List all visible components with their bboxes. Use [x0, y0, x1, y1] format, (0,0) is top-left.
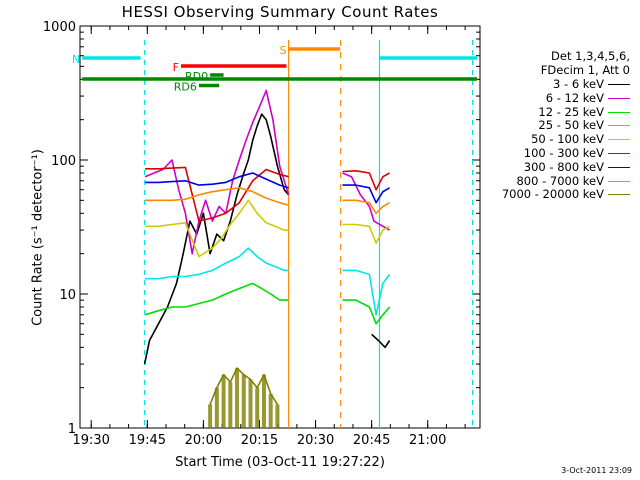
legend-entry-label: 800 - 7000 keV: [516, 173, 604, 188]
legend-entry: 300 - 800 keV: [482, 160, 630, 174]
spike-bar: [268, 393, 273, 428]
legend-entry-label: 7000 - 20000 keV: [501, 187, 604, 202]
series-line: [145, 199, 289, 258]
series-line: [342, 199, 390, 215]
legend-entry: 50 - 100 keV: [482, 133, 630, 147]
series-layer: [143, 89, 391, 428]
legend-header-line-1: Det 1,3,4,5,6,: [551, 49, 630, 64]
series-line: [342, 269, 391, 316]
legend-swatch: [608, 180, 630, 182]
legend-entry-label: 3 - 6 keV: [553, 76, 604, 91]
series-line: [143, 113, 290, 365]
spike-bar: [228, 382, 233, 428]
spike-bar: [241, 374, 246, 428]
spike-bar: [261, 374, 266, 428]
spike-bar: [275, 404, 280, 428]
legend-entry-label: 25 - 50 keV: [538, 118, 604, 133]
x-tick-label: 20:45: [353, 433, 390, 448]
series-line: [342, 299, 391, 325]
y-tick-label: 10: [59, 288, 76, 303]
legend-entry: 800 - 7000 keV: [482, 174, 630, 188]
y-tick-label: 100: [51, 154, 76, 169]
legend-swatch: [608, 125, 630, 127]
legend-entry-label: 6 - 12 keV: [545, 90, 604, 105]
legend: Det 1,3,4,5,6, FDecim 1, Att 0 3 - 6 keV…: [482, 50, 630, 202]
spike-bar: [208, 404, 213, 428]
legend-entry: 7000 - 20000 keV: [482, 188, 630, 202]
flag-label: F: [173, 61, 179, 74]
legend-swatch: [608, 139, 630, 141]
flag-label: RD6: [174, 81, 197, 94]
legend-swatch: [608, 111, 630, 113]
chart-title: HESSI Observing Summary Count Rates: [121, 3, 439, 21]
series-line: [144, 89, 290, 255]
series-line: [144, 282, 289, 316]
legend-entry: 6 - 12 keV: [482, 91, 630, 105]
spike-bar: [235, 368, 240, 428]
generated-timestamp: 3-Oct-2011 23:09: [561, 466, 632, 475]
x-tick-label: 20:15: [241, 433, 278, 448]
legend-swatch: [608, 166, 630, 168]
series-line: [145, 172, 289, 189]
series-line: [342, 223, 390, 244]
legend-entry: 3 - 6 keV: [482, 76, 630, 92]
series-line: [342, 172, 390, 231]
legend-entry-label: 50 - 100 keV: [531, 132, 604, 147]
y-axis-label: Count Rate (s⁻¹ detector⁻¹): [30, 149, 46, 326]
series-line: [371, 333, 391, 349]
series-line: [145, 247, 289, 280]
x-tick-label: 20:30: [297, 433, 334, 448]
flag-label: N: [72, 53, 80, 66]
y-tick-label: 1000: [43, 20, 76, 35]
legend-header-line-2: FDecim 1, Att 0: [540, 63, 630, 78]
spike-bar: [248, 379, 253, 428]
x-tick-label: 20:00: [185, 433, 222, 448]
axes-layer: 1 10 100 1000 19:30 19:45 20:00 20:15 20:30 20:45…: [43, 20, 480, 448]
flag-label: S: [280, 44, 287, 57]
spike-bar: [214, 387, 219, 428]
legend-entry-label: 12 - 25 keV: [538, 104, 604, 119]
legend-swatch: [608, 194, 630, 196]
legend-entry: 100 - 300 keV: [482, 145, 630, 161]
y-tick-label: 1: [68, 422, 76, 437]
series-line: [145, 187, 289, 206]
legend-swatch: [608, 83, 630, 85]
legend-swatch: [608, 97, 630, 99]
series-line: [342, 184, 391, 204]
legend-entry-label: 100 - 300 keV: [523, 145, 604, 160]
legend-swatch: [608, 152, 630, 154]
x-tick-label: 21:00: [409, 433, 446, 448]
legend-entry: 12 - 25 keV: [482, 105, 630, 119]
x-axis-label: Start Time (03-Oct-11 19:27:22): [175, 455, 385, 470]
legend-entry: 25 - 50 keV: [482, 119, 630, 133]
spike-bar: [221, 374, 226, 428]
series-line: [342, 170, 390, 191]
series-line: [145, 166, 289, 222]
x-tick-label: 19:30: [72, 433, 109, 448]
spike-bar: [255, 387, 260, 428]
legend-entry-label: 300 - 800 keV: [523, 159, 604, 174]
plot-frame: [79, 25, 481, 429]
x-tick-label: 19:45: [129, 433, 166, 448]
